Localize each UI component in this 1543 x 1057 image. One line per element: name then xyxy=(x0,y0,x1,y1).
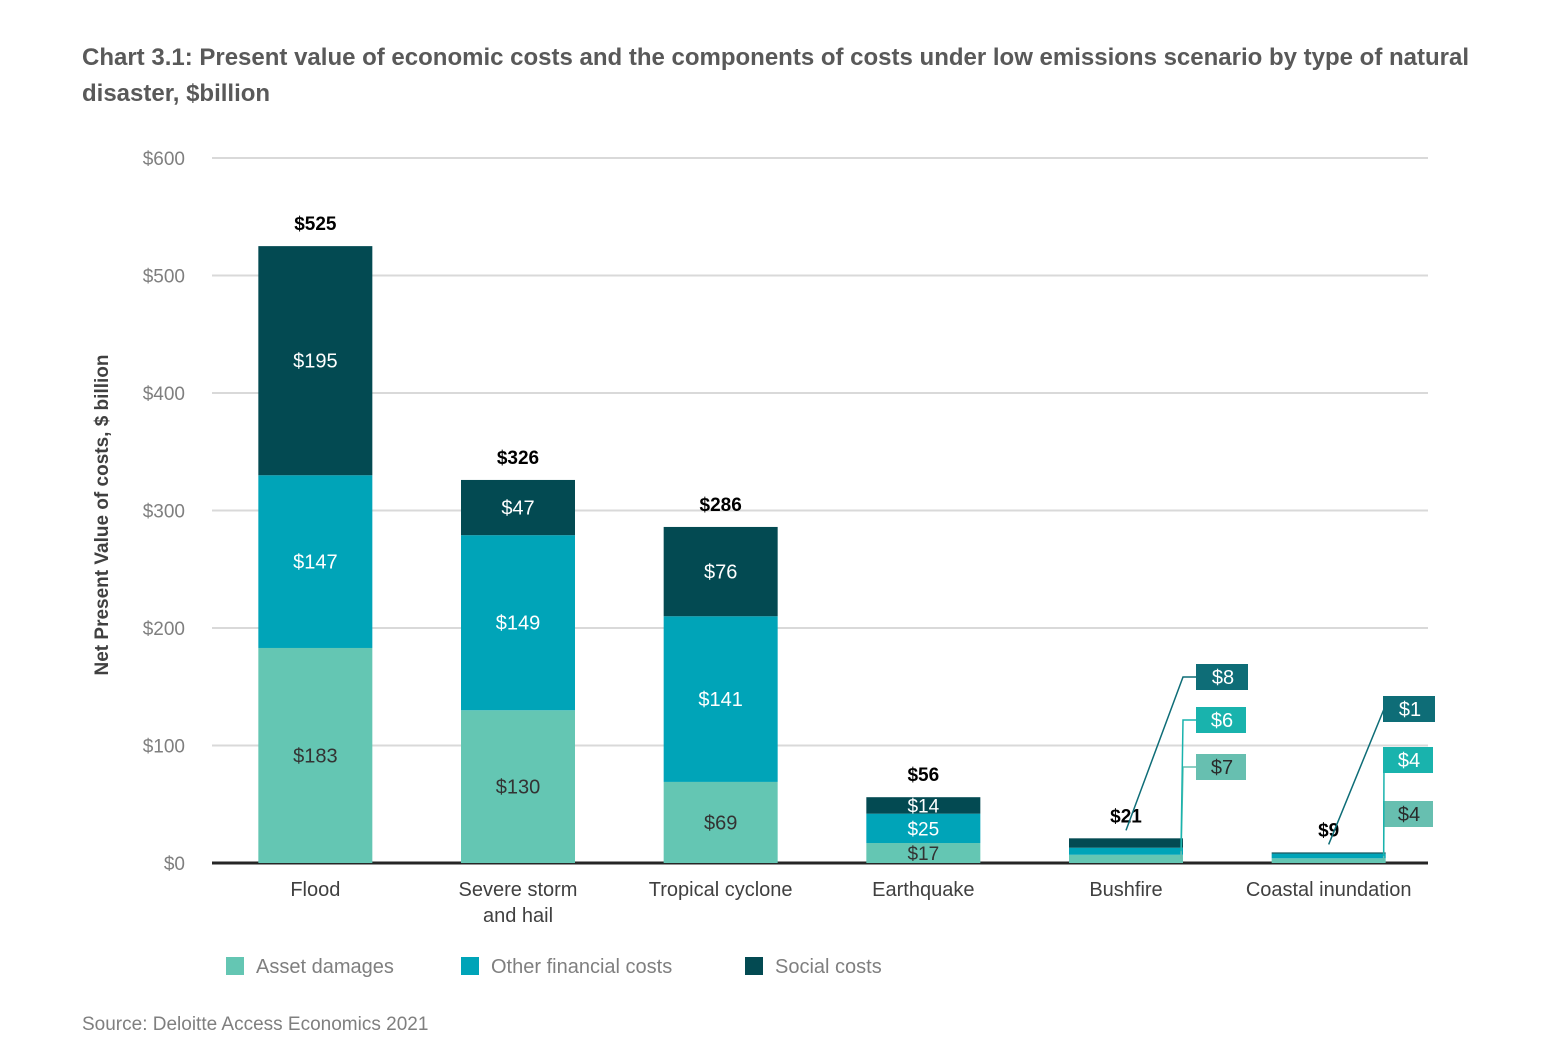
bar-social xyxy=(258,246,373,476)
bar-value-label: $147 xyxy=(293,552,338,574)
x-tick-label: Coastal inundation xyxy=(1246,879,1412,901)
callout-box xyxy=(1196,707,1246,733)
legend-swatch-asset xyxy=(226,957,244,975)
bar-value-label: $17 xyxy=(907,844,939,865)
bar-value-label: $183 xyxy=(293,745,338,767)
callout-box xyxy=(1383,747,1433,773)
y-tick-label: $300 xyxy=(143,502,185,523)
bar-other xyxy=(1271,853,1386,859)
x-tick-label: Flood xyxy=(290,879,340,901)
bar-asset xyxy=(1069,854,1183,863)
y-tick-label: $400 xyxy=(143,384,185,405)
bar-other xyxy=(1069,847,1183,855)
source-note: Source: Deloitte Access Economics 2021 xyxy=(82,1014,429,1035)
bar-other xyxy=(461,535,575,711)
bar-asset xyxy=(866,843,981,863)
bar-value-label: $47 xyxy=(501,498,534,520)
bar-total-label: $56 xyxy=(907,765,939,786)
bar-social xyxy=(1271,852,1386,854)
y-tick-label: $200 xyxy=(143,619,185,640)
bar-value-label: $149 xyxy=(496,613,541,635)
callout-leader-line xyxy=(1327,708,1386,845)
y-tick-label: $600 xyxy=(143,149,185,170)
x-tick-label: Severe storm xyxy=(459,879,578,901)
bar-total-label: $525 xyxy=(294,214,337,235)
y-tick-label: $100 xyxy=(143,737,185,758)
bar-total-label: $326 xyxy=(497,448,539,469)
bar-value-label: $25 xyxy=(907,819,939,840)
callout-box xyxy=(1383,696,1435,722)
bar-asset xyxy=(258,647,373,863)
callout-leader-line xyxy=(1180,766,1196,859)
y-axis-label: Net Present Value of costs, $ billion xyxy=(92,355,113,676)
x-tick-label: Earthquake xyxy=(872,879,974,901)
bar-other xyxy=(866,813,981,844)
legend-swatch-other xyxy=(461,957,479,975)
bar-value-label: $195 xyxy=(293,351,338,373)
callout-value-label: $4 xyxy=(1398,804,1420,826)
callout-leader-line xyxy=(1125,676,1196,831)
bar-social xyxy=(461,479,575,536)
legend-swatch-social xyxy=(745,957,763,975)
bar-total-label: $286 xyxy=(700,495,742,516)
callout-value-label: $8 xyxy=(1212,667,1234,689)
callout-box xyxy=(1196,664,1248,690)
legend-label: Social costs xyxy=(775,956,882,978)
bar-value-label: $69 xyxy=(704,812,737,834)
bar-other xyxy=(663,616,778,782)
callout-value-label: $1 xyxy=(1399,699,1421,721)
bar-total-label: $9 xyxy=(1318,820,1339,841)
bar-asset xyxy=(663,781,778,863)
x-tick-label: Bushfire xyxy=(1089,879,1162,901)
callout-box xyxy=(1196,754,1246,780)
callout-leader-line xyxy=(1382,759,1385,856)
legend-label: Asset damages xyxy=(256,956,394,978)
bar-value-label: $14 xyxy=(907,796,939,817)
bar-value-label: $130 xyxy=(496,777,541,799)
callout-value-label: $6 xyxy=(1211,710,1233,732)
callout-value-label: $7 xyxy=(1211,757,1233,779)
chart-title: Chart 3.1: Present value of economic cos… xyxy=(82,44,1469,107)
bar-social xyxy=(663,526,778,617)
bar-other xyxy=(258,475,373,648)
bar-total-label: $21 xyxy=(1110,806,1142,827)
y-tick-label: $500 xyxy=(143,267,185,288)
x-tick-label: Tropical cyclone xyxy=(649,879,793,901)
bar-asset xyxy=(461,710,575,863)
x-tick-label: and hail xyxy=(483,905,553,927)
legend-label: Other financial costs xyxy=(491,956,672,978)
bar-value-label: $141 xyxy=(698,689,743,711)
bar-social xyxy=(1069,838,1183,848)
bar-social xyxy=(866,797,981,814)
bar-value-label: $76 xyxy=(704,562,737,584)
callout-value-label: $4 xyxy=(1398,750,1420,772)
callout-box xyxy=(1383,801,1433,827)
bar-asset xyxy=(1271,858,1386,863)
callout-leader-line xyxy=(1180,719,1196,852)
y-tick-label: $0 xyxy=(164,854,185,875)
